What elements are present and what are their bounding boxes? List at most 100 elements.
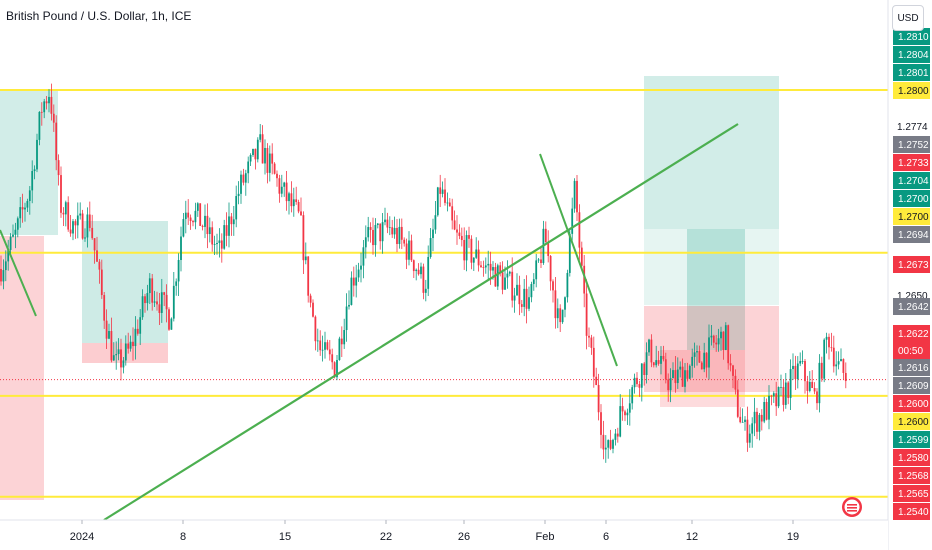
candle-body xyxy=(715,342,718,345)
candle-body xyxy=(463,239,466,261)
candle-body xyxy=(280,186,283,194)
candle-body xyxy=(844,372,847,382)
candle-body xyxy=(103,295,106,321)
price-label: 1.2600 xyxy=(898,399,929,410)
candle-body xyxy=(684,370,686,387)
candle-body xyxy=(660,355,662,364)
candle-body xyxy=(609,440,612,449)
candle-body xyxy=(50,96,53,114)
candle-body xyxy=(175,281,178,286)
candle-body xyxy=(38,111,41,140)
candle-body xyxy=(396,227,398,245)
candle-body xyxy=(506,273,509,278)
candle-body xyxy=(62,212,65,215)
candle-body xyxy=(664,359,667,380)
candle-body xyxy=(247,161,250,174)
candle-body xyxy=(21,207,24,210)
candle-body xyxy=(264,147,266,164)
candle-body xyxy=(57,160,60,176)
price-label: 1.2642 xyxy=(898,302,929,313)
candle-body xyxy=(184,212,187,220)
price-label-badge xyxy=(893,46,930,63)
candle-body xyxy=(832,347,835,367)
candle-body xyxy=(820,362,823,379)
price-label-badge xyxy=(893,28,930,45)
candle-body xyxy=(816,391,818,404)
candle-body xyxy=(288,193,290,202)
candle-body xyxy=(818,362,821,404)
position-box xyxy=(687,229,745,350)
price-label: 1.2733 xyxy=(898,158,929,169)
candle-body xyxy=(667,379,670,391)
candle-body xyxy=(422,266,425,293)
price-label-badge xyxy=(893,256,930,273)
candle-body xyxy=(530,284,533,298)
price-label: 1.2568 xyxy=(898,471,929,482)
candle-body xyxy=(338,338,341,360)
candle-body xyxy=(410,240,413,261)
candle-body xyxy=(0,268,2,282)
trend-line xyxy=(103,123,739,521)
candle-body xyxy=(655,360,658,366)
candle-body xyxy=(7,249,10,262)
candle-body xyxy=(19,207,22,219)
candle-body xyxy=(100,269,103,296)
candle-body xyxy=(427,256,430,289)
candle-body xyxy=(535,260,538,280)
currency-button[interactable]: USD xyxy=(892,5,924,31)
candle-body xyxy=(201,225,204,227)
candle-body xyxy=(580,247,583,266)
candle-body xyxy=(813,388,816,392)
price-label: 1.2599 xyxy=(898,435,929,446)
candle-body xyxy=(384,219,386,223)
candle-body xyxy=(273,163,276,174)
price-label: 1.2700 xyxy=(898,212,929,223)
candle-body xyxy=(698,351,701,363)
candle-body xyxy=(420,266,422,275)
candle-body xyxy=(379,223,382,242)
candle-body xyxy=(259,134,262,140)
chart-title: British Pound / U.S. Dollar, 1h, ICE xyxy=(6,9,192,23)
position-box xyxy=(660,350,745,407)
candle-body xyxy=(770,395,773,397)
price-label-badge xyxy=(893,485,930,502)
candle-body xyxy=(621,406,624,412)
candle-body xyxy=(830,347,833,349)
candle-body xyxy=(240,174,242,194)
price-label: 1.2622 xyxy=(898,329,929,340)
candle-body xyxy=(223,225,226,249)
x-tick-label: 26 xyxy=(458,531,470,543)
candle-body xyxy=(576,180,578,213)
candle-body xyxy=(9,236,12,250)
candle-body xyxy=(14,229,17,235)
candle-body xyxy=(645,352,648,375)
candle-body xyxy=(300,211,302,216)
price-label-badge xyxy=(893,467,930,484)
candle-body xyxy=(676,369,679,384)
x-tick-label: 2024 xyxy=(70,531,94,543)
candle-body xyxy=(657,360,660,364)
candle-body xyxy=(561,309,564,323)
candle-body xyxy=(547,242,550,257)
candle-body xyxy=(429,238,432,257)
price-label: 1.2565 xyxy=(898,489,929,500)
candle-body xyxy=(192,221,194,223)
candle-body xyxy=(424,288,427,293)
candle-body xyxy=(607,440,610,448)
candle-body xyxy=(806,381,809,391)
x-tick-label: Feb xyxy=(536,531,555,543)
x-tick-label: 8 xyxy=(180,531,186,543)
candle-body xyxy=(348,304,350,307)
candle-body xyxy=(612,439,614,449)
candle-body xyxy=(268,153,271,173)
candle-body xyxy=(254,148,257,160)
candle-body xyxy=(153,301,156,303)
candle-body xyxy=(640,363,643,388)
candle-body xyxy=(67,202,70,230)
candle-body xyxy=(403,239,406,244)
candle-body xyxy=(163,292,166,295)
candle-body xyxy=(787,382,790,398)
candle-body xyxy=(381,222,384,242)
candle-body xyxy=(448,202,451,207)
